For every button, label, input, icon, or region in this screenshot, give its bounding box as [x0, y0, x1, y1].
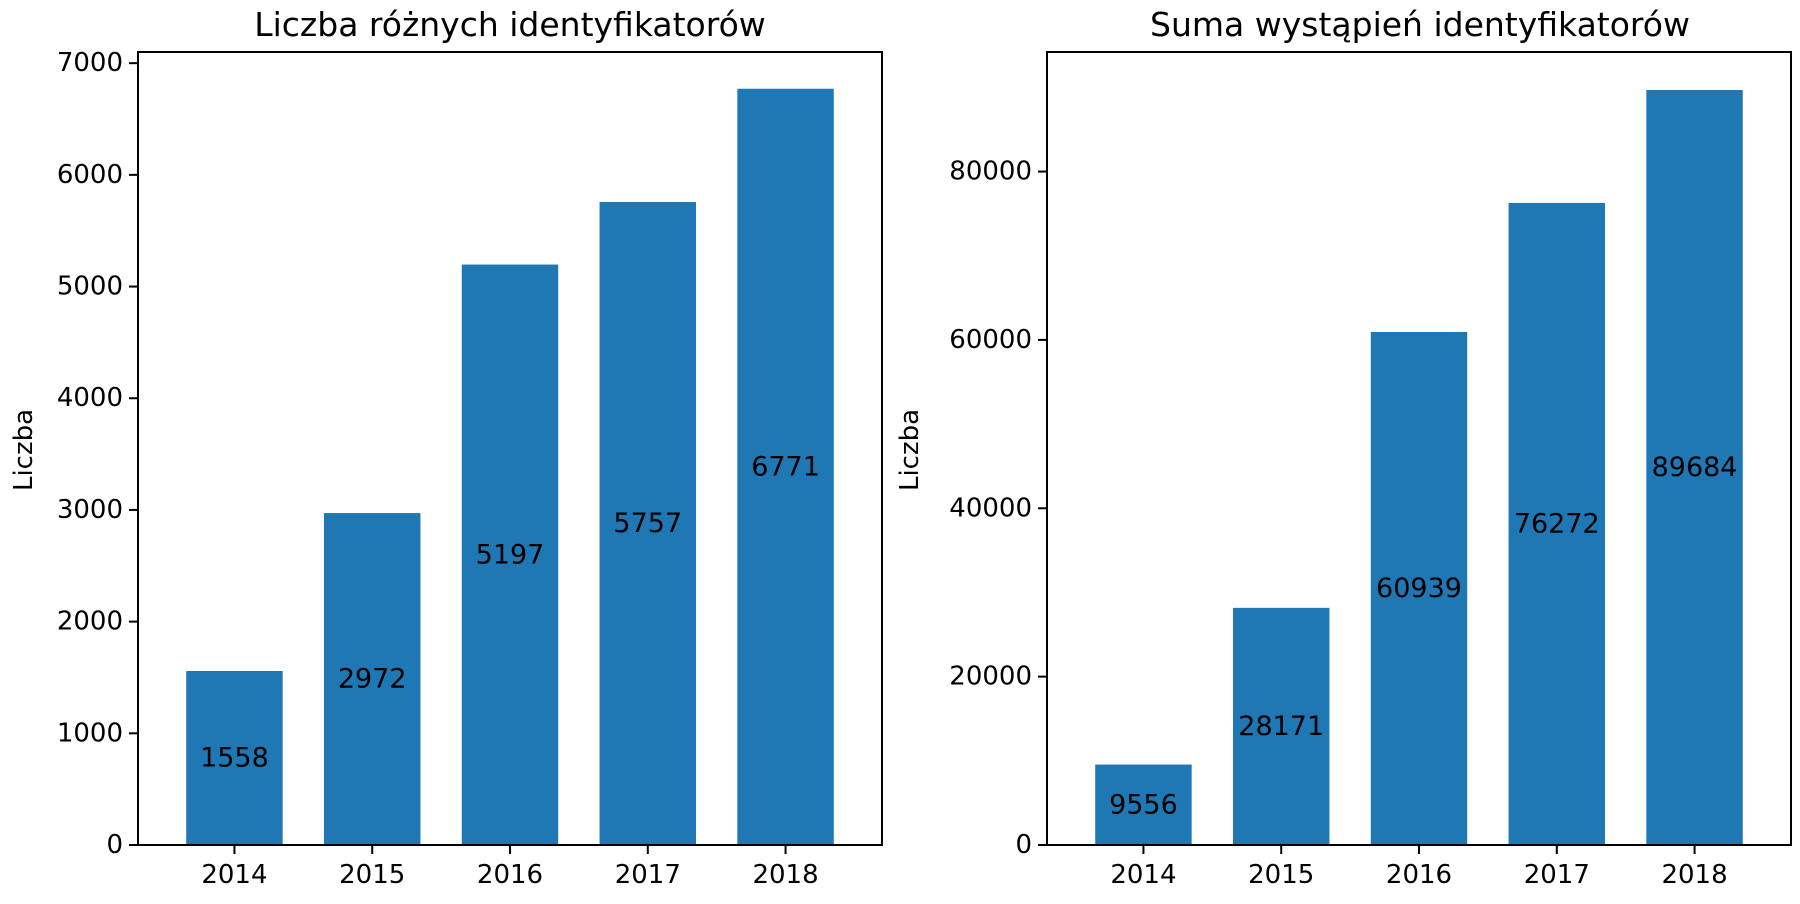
x-tick-label: 2014	[201, 860, 267, 890]
bar-2017	[599, 202, 696, 845]
data-label-2016: 5197	[476, 539, 545, 570]
y-tick-label: 4000	[57, 383, 123, 413]
x-tick-label: 2017	[1524, 860, 1590, 890]
data-label-2017: 76272	[1514, 508, 1600, 539]
chart-panel-total-occurrences: Suma wystąpień identyfikatorów Liczba 95…	[895, 5, 1792, 890]
x-tick-label: 2016	[477, 860, 543, 890]
bar-2018	[737, 88, 834, 845]
bar-2016	[1370, 332, 1468, 845]
y-tick-label: 40000	[949, 493, 1032, 523]
bar-2015	[324, 513, 421, 845]
x-tick-label: 2017	[615, 860, 681, 890]
y-axis-label: Liczba	[895, 409, 925, 491]
data-label-2016: 60939	[1376, 573, 1462, 604]
data-label-2015: 2972	[338, 664, 407, 695]
y-tick-label: 5000	[57, 272, 123, 302]
bar-2016	[461, 264, 559, 845]
bar-2015	[1233, 607, 1330, 845]
bar-2014	[1095, 764, 1192, 845]
x-tick-label: 2015	[339, 860, 405, 890]
chart-title: Liczba różnych identyfikatorów	[254, 5, 766, 44]
data-label-2018: 89684	[1652, 452, 1738, 483]
x-tick-label: 2018	[752, 860, 818, 890]
y-tick-label: 60000	[949, 325, 1032, 355]
x-tick-label: 2018	[1661, 860, 1727, 890]
y-tick-label: 0	[1015, 830, 1032, 860]
data-label-2018: 6771	[751, 451, 820, 482]
y-tick-label: 7000	[57, 48, 123, 78]
data-label-2014: 1558	[200, 742, 269, 773]
x-tick-label: 2014	[1110, 860, 1176, 890]
y-tick-label: 3000	[57, 495, 123, 525]
chart-title: Suma wystąpień identyfikatorów	[1150, 5, 1690, 44]
x-tick-label: 2015	[1248, 860, 1314, 890]
y-tick-label: 6000	[57, 160, 123, 190]
y-tick-label: 1000	[57, 718, 123, 748]
chart-panel-distinct-ids: Liczba różnych identyfikatorów Liczba 15…	[9, 5, 883, 890]
bar-2017	[1508, 202, 1605, 846]
bar-2014	[186, 670, 283, 845]
data-label-2017: 5757	[613, 508, 682, 539]
y-tick-label: 0	[106, 830, 123, 860]
y-tick-label: 80000	[949, 157, 1032, 187]
y-tick-label: 2000	[57, 607, 123, 637]
bar-2018	[1646, 90, 1743, 845]
x-tick-label: 2016	[1386, 860, 1452, 890]
y-axis-label: Liczba	[9, 409, 39, 491]
data-label-2014: 9556	[1109, 789, 1178, 820]
data-label-2015: 28171	[1238, 711, 1324, 742]
y-tick-label: 20000	[949, 662, 1032, 692]
